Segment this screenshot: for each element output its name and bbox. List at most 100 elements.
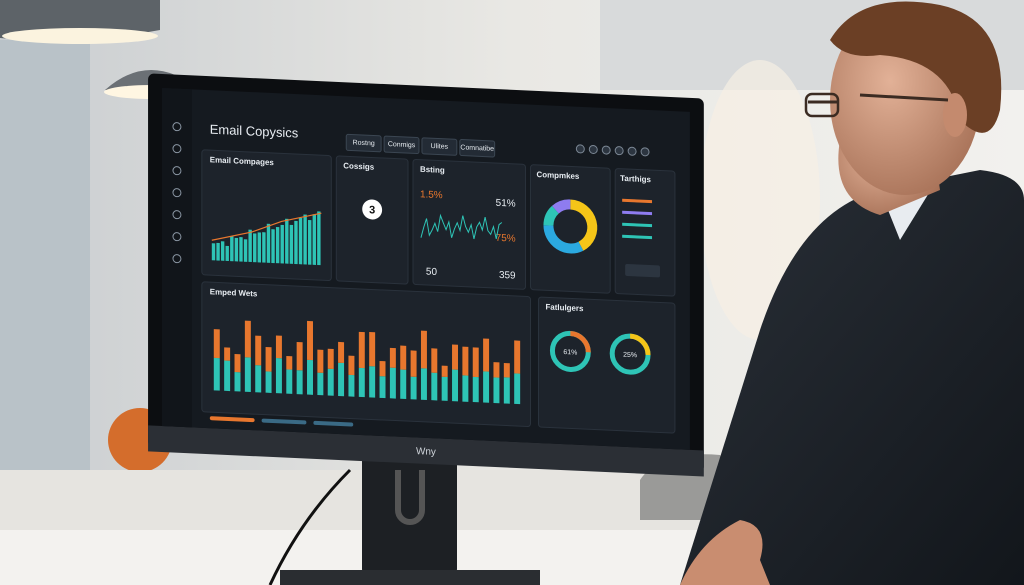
deco-bar: [462, 346, 469, 376]
deco-bar: [224, 360, 231, 392]
tab-label: Comnatibe: [460, 144, 494, 153]
deco-bar: [286, 369, 293, 394]
tab[interactable]: [345, 133, 382, 153]
deco-bar: [213, 329, 220, 359]
deco-bar: [225, 245, 229, 262]
panel: [201, 281, 532, 428]
tab[interactable]: [421, 137, 458, 156]
deco-bar: [389, 347, 396, 368]
panel-title: Email Compages: [210, 155, 275, 167]
deco-bar: [420, 330, 427, 369]
deco-bar: [285, 218, 289, 264]
stand-base: [280, 570, 540, 585]
deco-bar: [255, 335, 262, 366]
stat: 75%: [496, 233, 516, 245]
deco-bar: [230, 236, 234, 262]
deco-bar: [298, 217, 303, 265]
dashboard: Email Copysics Rostng Conmigs Ulites Comnat…: [162, 88, 690, 450]
header-icon: [575, 144, 585, 154]
deco-bar: [265, 347, 272, 372]
sidebar-icon: [172, 188, 182, 198]
header-icon: [627, 146, 637, 156]
panel: [335, 155, 409, 285]
deco-bar: [317, 372, 324, 396]
deco-bar: [503, 362, 510, 378]
panel-title: Cossigs: [343, 161, 374, 171]
header-icon: [640, 147, 650, 157]
deco-row: [622, 234, 653, 240]
deco-bar: [420, 368, 427, 400]
deco-bar: [472, 376, 479, 403]
panel: [537, 296, 676, 434]
ear: [943, 93, 967, 137]
deco-bar: [452, 344, 459, 370]
deco-bar: [303, 214, 307, 265]
panel-title: Compmkes: [536, 170, 579, 181]
progress: [313, 420, 354, 427]
deco-bar: [379, 376, 386, 399]
deco-bar: [244, 357, 251, 393]
panel: [530, 164, 611, 294]
panel: [412, 158, 527, 290]
deco-bar: [289, 224, 294, 264]
deco-bar: [400, 369, 407, 400]
deco-bar: [216, 242, 220, 261]
deco-row: [622, 198, 653, 204]
deco-bar: [211, 243, 216, 261]
deco-bar: [224, 347, 231, 361]
deco-bar: [338, 341, 345, 363]
brand: Wny: [416, 446, 436, 458]
panel-title: Tarthigs: [620, 174, 651, 184]
deco-bar: [257, 232, 262, 263]
deco-bar: [441, 365, 448, 378]
deco-bar: [348, 374, 355, 397]
deco-bar: [503, 377, 510, 404]
dashboard-title: Email Copysics: [210, 122, 299, 141]
deco-bar: [462, 375, 469, 402]
progress: [209, 416, 255, 423]
deco-bar: [244, 320, 251, 358]
deco-bar: [348, 355, 355, 376]
glasses-lens: [804, 92, 840, 118]
deco-arc: [569, 199, 598, 251]
deco-bar: [369, 366, 376, 398]
deco-bar: [213, 357, 220, 391]
sidebar-icon: [172, 166, 182, 176]
deco-bar: [317, 211, 321, 266]
deco-bar: [248, 229, 252, 263]
deco-bar: [452, 369, 459, 402]
deco-bar: [294, 220, 298, 265]
chin: [148, 425, 704, 477]
deco-bar: [472, 347, 479, 378]
deco-bar: [358, 367, 365, 398]
deco-bar: [514, 340, 521, 374]
deco-bar: [307, 320, 313, 361]
monitor-stand: [362, 455, 457, 575]
tab[interactable]: [383, 135, 420, 155]
deco-bar: [265, 371, 272, 393]
stat: 1.5%: [420, 189, 443, 201]
deco-bar: [307, 359, 313, 395]
deco-bar: [234, 353, 241, 373]
deco-bar: [275, 226, 280, 264]
deco-bar: [338, 362, 345, 397]
deco-bar: [234, 237, 239, 262]
ring-label: 61%: [563, 349, 577, 357]
deco-bar: [327, 348, 334, 370]
deco-bar: [389, 367, 396, 399]
tab-label: Rostng: [353, 139, 375, 147]
stat: 51%: [496, 198, 516, 210]
deco-arc: [543, 205, 560, 227]
deco-bar: [358, 331, 365, 369]
sidebar-icon: [172, 254, 182, 264]
tab[interactable]: [459, 139, 496, 158]
deco-bar: [441, 376, 448, 401]
ring-label: 25%: [623, 352, 637, 360]
deco-bar: [483, 338, 490, 372]
deco-bar: [275, 335, 282, 359]
button[interactable]: [625, 264, 660, 278]
deco-bar: [255, 365, 262, 393]
deco-bar: [280, 224, 284, 264]
